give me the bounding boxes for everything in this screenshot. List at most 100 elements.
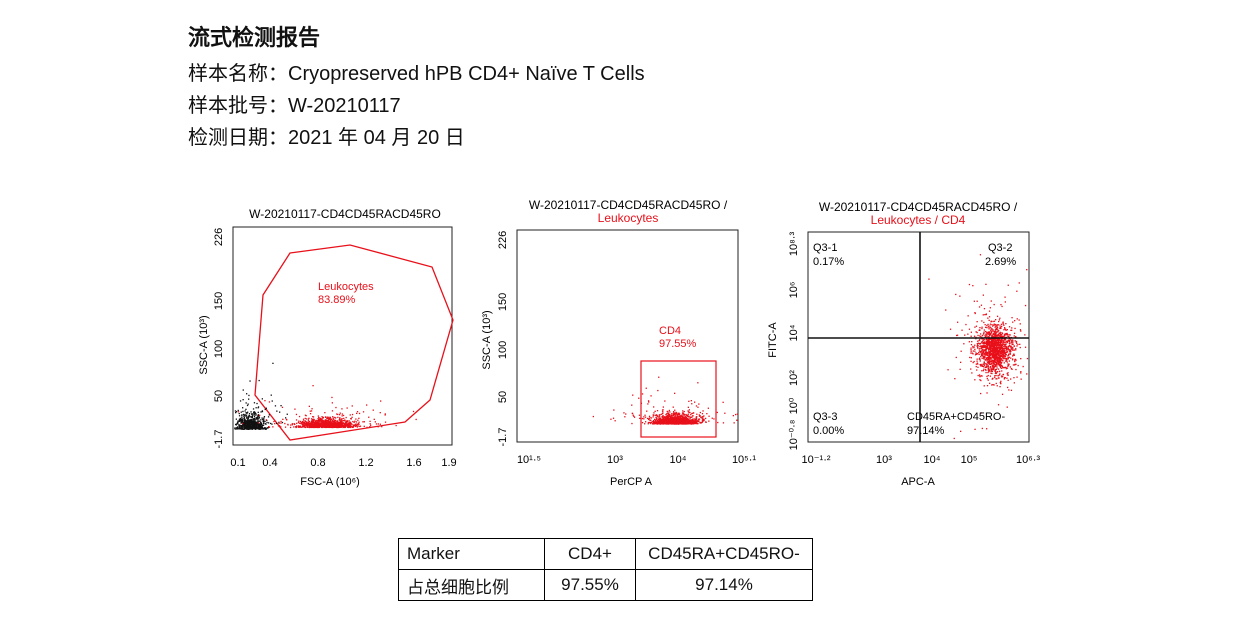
event-dot: [986, 377, 988, 380]
event-dot: [1000, 383, 1002, 385]
event-dot: [994, 343, 996, 346]
event-dot: [988, 352, 991, 355]
event-dot: [692, 418, 694, 420]
event-dot: [1017, 343, 1019, 346]
event-dot: [669, 411, 671, 413]
event-dot: [344, 419, 346, 421]
event-dot: [988, 371, 990, 373]
event-dot: [992, 356, 994, 358]
event-dot: [253, 411, 256, 413]
event-dot: [337, 425, 339, 427]
event-dot: [1002, 335, 1004, 338]
event-dot: [357, 425, 359, 427]
event-dot: [668, 417, 670, 419]
event-dot: [1017, 364, 1019, 367]
event-dot: [988, 347, 990, 349]
event-dot: [251, 414, 254, 416]
event-dot: [338, 424, 340, 427]
event-dot: [656, 415, 658, 417]
event-dot: [982, 345, 985, 347]
event-dot: [332, 421, 334, 423]
event-dot: [992, 335, 994, 337]
event-dot: [997, 363, 999, 365]
event-dot: [253, 420, 255, 422]
event-dot: [978, 374, 981, 376]
event-dot: [247, 403, 249, 405]
event-dot: [999, 360, 1002, 362]
event-dot: [979, 335, 981, 337]
event-dot: [667, 416, 670, 418]
event-dot: [246, 412, 248, 415]
event-dot: [1004, 301, 1006, 303]
event-dot: [996, 347, 998, 350]
event-dot: [327, 420, 329, 422]
event-dot: [286, 419, 288, 421]
event-dot: [1013, 332, 1016, 334]
event-dot: [336, 421, 339, 423]
event-dot: [321, 419, 323, 421]
event-dot: [994, 334, 996, 336]
event-dot: [668, 414, 670, 417]
event-dot: [332, 417, 334, 419]
event-dot: [1007, 354, 1010, 356]
event-dot: [1014, 363, 1016, 366]
event-dot: [273, 420, 275, 423]
event-dot: [996, 364, 998, 366]
event-dot: [985, 353, 987, 355]
event-dot: [250, 420, 252, 422]
event-dot: [999, 386, 1001, 388]
event-dot: [262, 424, 264, 426]
event-dot: [995, 336, 997, 338]
event-dot: [992, 344, 994, 346]
event-dot: [965, 323, 967, 326]
event-dot: [327, 418, 329, 420]
event-dot: [981, 345, 983, 347]
event-dot: [679, 417, 681, 420]
event-dot: [994, 324, 996, 326]
event-dot: [262, 418, 264, 420]
event-dot: [295, 419, 298, 421]
event-dot: [246, 422, 248, 425]
event-dot: [311, 421, 313, 423]
event-dot: [978, 352, 980, 354]
event-dot: [999, 359, 1001, 361]
event-dot: [685, 419, 687, 421]
event-dot: [330, 422, 333, 424]
event-dot: [303, 426, 305, 428]
event-dot: [302, 425, 304, 427]
event-dot: [649, 417, 651, 419]
event-dot: [665, 416, 667, 418]
event-dot: [685, 422, 687, 424]
event-dot: [982, 314, 984, 316]
event-dot: [348, 426, 351, 428]
event-dot: [997, 377, 1000, 379]
event-dot: [255, 407, 257, 409]
event-dot: [690, 422, 693, 424]
event-dot: [668, 409, 670, 412]
event-dot: [1000, 304, 1002, 306]
event-dot: [994, 349, 996, 351]
event-dot: [324, 423, 326, 425]
event-dot: [357, 422, 360, 425]
event-dot: [980, 345, 982, 347]
event-dot: [246, 425, 248, 427]
event-dot: [991, 335, 993, 337]
event-dot: [1006, 361, 1008, 363]
event-dot: [1002, 373, 1005, 376]
event-dot: [242, 419, 244, 421]
event-dot: [999, 331, 1001, 333]
event-dot: [328, 420, 330, 423]
event-dot: [984, 368, 987, 371]
event-dot: [238, 428, 241, 430]
event-dot: [980, 347, 982, 350]
event-dot: [241, 422, 244, 425]
event-dot: [675, 412, 678, 414]
event-dot: [301, 426, 303, 428]
plot2-gate-percent: 97.55%: [659, 338, 697, 350]
event-dot: [234, 410, 237, 412]
event-dot: [1006, 340, 1008, 342]
event-dot: [736, 413, 739, 415]
event-dot: [660, 419, 662, 422]
event-dot: [987, 364, 989, 366]
plot1-leukocytes-gate: [254, 244, 454, 441]
